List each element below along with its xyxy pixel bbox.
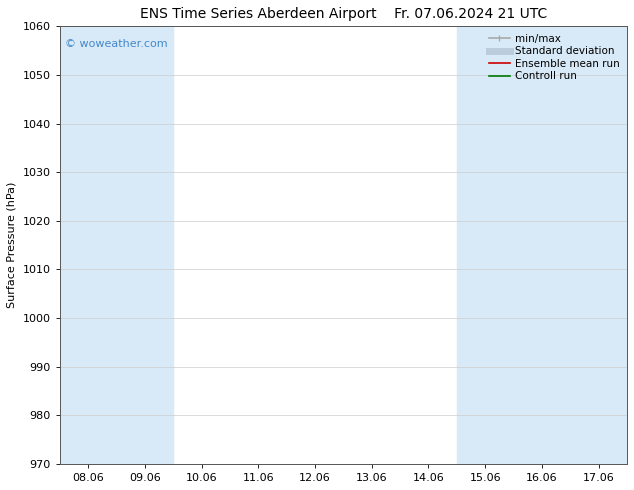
Legend: min/max, Standard deviation, Ensemble mean run, Controll run: min/max, Standard deviation, Ensemble me… xyxy=(487,31,622,83)
Bar xyxy=(60,26,117,464)
Bar xyxy=(457,26,514,464)
Bar xyxy=(117,26,173,464)
Text: © woweather.com: © woweather.com xyxy=(65,39,168,49)
Y-axis label: Surface Pressure (hPa): Surface Pressure (hPa) xyxy=(7,182,17,308)
Bar xyxy=(514,26,571,464)
Bar xyxy=(571,26,627,464)
Title: ENS Time Series Aberdeen Airport    Fr. 07.06.2024 21 UTC: ENS Time Series Aberdeen Airport Fr. 07.… xyxy=(139,7,547,21)
